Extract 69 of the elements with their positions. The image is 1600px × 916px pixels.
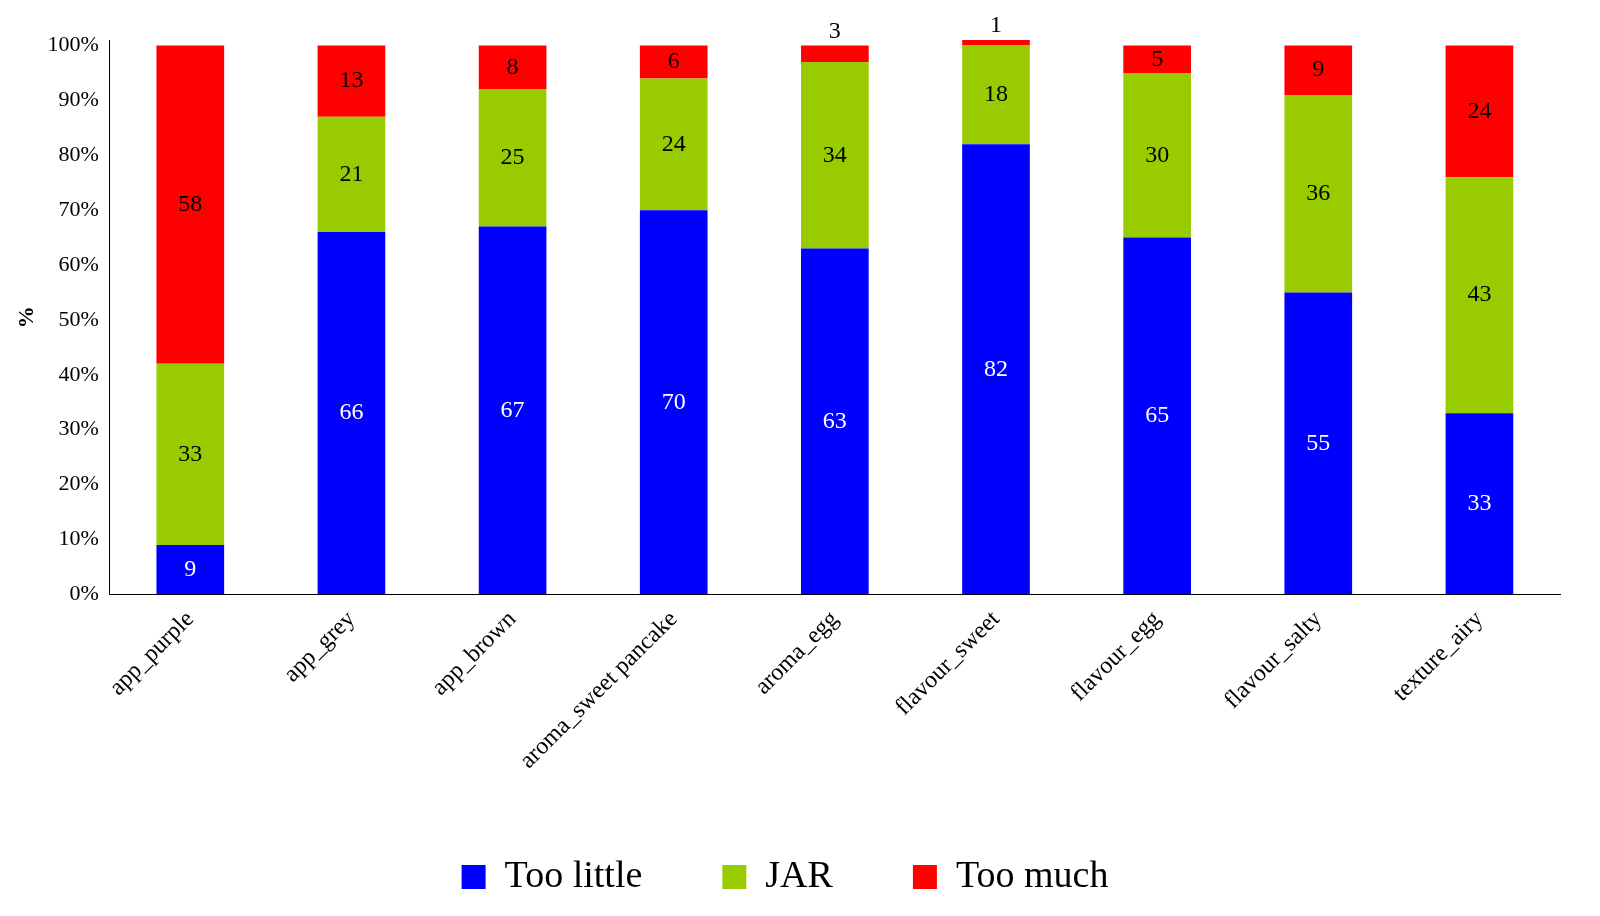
bar: [156, 45, 225, 364]
bar: [801, 61, 869, 249]
bar: [478, 89, 547, 227]
bar: [1445, 177, 1514, 414]
y-tick-label: 50%: [58, 305, 99, 331]
data-label: 30: [1145, 140, 1170, 167]
data-label: 82: [984, 354, 1008, 381]
data-label: 33: [1467, 489, 1492, 516]
bar: [1284, 45, 1353, 95]
bar: [478, 226, 547, 595]
bar: [317, 116, 386, 233]
data-label: 58: [178, 189, 203, 216]
data-label: 36: [1306, 178, 1331, 205]
bar: [156, 544, 225, 595]
data-label: 65: [1145, 401, 1170, 428]
data-label: 33: [178, 439, 203, 466]
data-label: 24: [661, 129, 686, 156]
y-axis-title: %: [12, 306, 38, 329]
data-label: 67: [500, 395, 525, 422]
data-label: 3: [828, 16, 841, 43]
y-tick-label: 60%: [58, 250, 99, 276]
legend-label: Too much: [955, 852, 1109, 895]
data-label: 13: [339, 66, 364, 93]
y-tick-label: 0%: [69, 580, 99, 606]
bar: [801, 45, 869, 62]
bar: [1445, 413, 1514, 595]
bar: [962, 45, 1030, 145]
y-tick-label: 10%: [58, 525, 99, 551]
bar: [156, 363, 225, 545]
data-label: 5: [1151, 44, 1164, 71]
y-tick-label: 20%: [58, 470, 99, 496]
data-label: 21: [339, 159, 364, 186]
bar: [1445, 45, 1514, 178]
bar: [1123, 45, 1191, 73]
data-label: 25: [500, 143, 525, 170]
bar: [639, 45, 708, 79]
bar: [317, 232, 386, 595]
data-label: 63: [822, 406, 847, 433]
y-tick-label: 90%: [58, 86, 99, 112]
bar: [1284, 292, 1353, 595]
bar: [801, 248, 869, 595]
y-tick-label: 40%: [58, 360, 99, 386]
data-label: 43: [1467, 280, 1492, 307]
bar: [639, 210, 708, 595]
bar: [478, 45, 547, 90]
bar: [1284, 94, 1353, 293]
bar: [639, 78, 708, 211]
data-label: 18: [984, 80, 1008, 107]
bar: [962, 144, 1030, 595]
bar: [317, 45, 386, 117]
data-label: 8: [506, 52, 519, 79]
bar: [962, 40, 1030, 46]
data-label: 1: [990, 11, 1002, 38]
y-tick-label: 100%: [47, 31, 99, 57]
data-label: 70: [661, 387, 686, 414]
y-tick-label: 70%: [58, 195, 99, 221]
y-tick-label: 30%: [58, 415, 99, 441]
y-tick-label: 80%: [58, 141, 99, 167]
data-label: 9: [184, 554, 197, 581]
data-label: 9: [1312, 55, 1325, 82]
bar: [1123, 72, 1191, 238]
data-label: 34: [822, 140, 847, 167]
data-label: 66: [339, 398, 364, 425]
legend-label: JAR: [765, 852, 834, 895]
bar: [1123, 237, 1191, 595]
data-label: 24: [1467, 96, 1492, 123]
legend-label: Too little: [504, 852, 643, 895]
data-label: 55: [1306, 428, 1331, 455]
data-label: 6: [667, 47, 680, 74]
